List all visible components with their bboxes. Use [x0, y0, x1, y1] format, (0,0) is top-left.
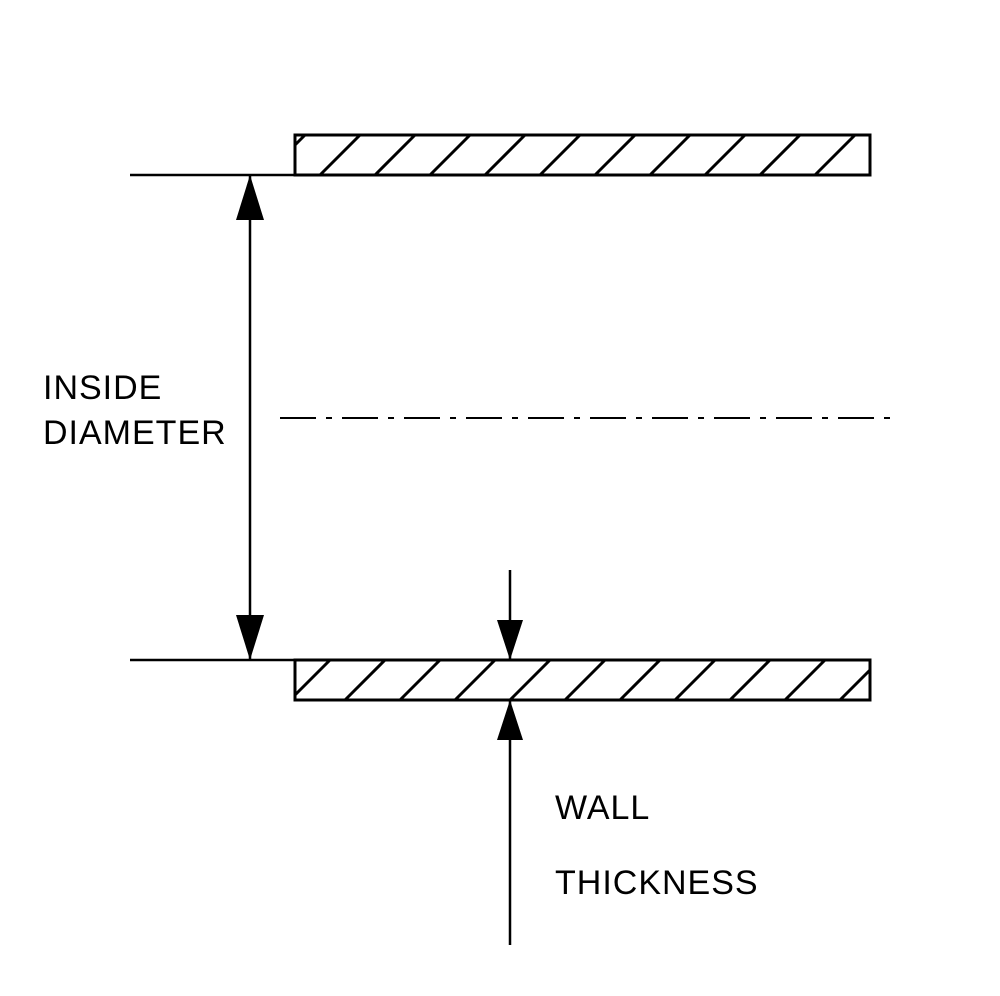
wall-thickness-label-line1: WALL [555, 786, 650, 830]
inside-diameter-label-line1: INSIDE [43, 366, 162, 410]
tube-cross-section-diagram [0, 0, 1000, 996]
wall-thickness-label-line2: THICKNESS [555, 861, 759, 905]
inside-diameter-label-line2: DIAMETER [43, 411, 227, 455]
